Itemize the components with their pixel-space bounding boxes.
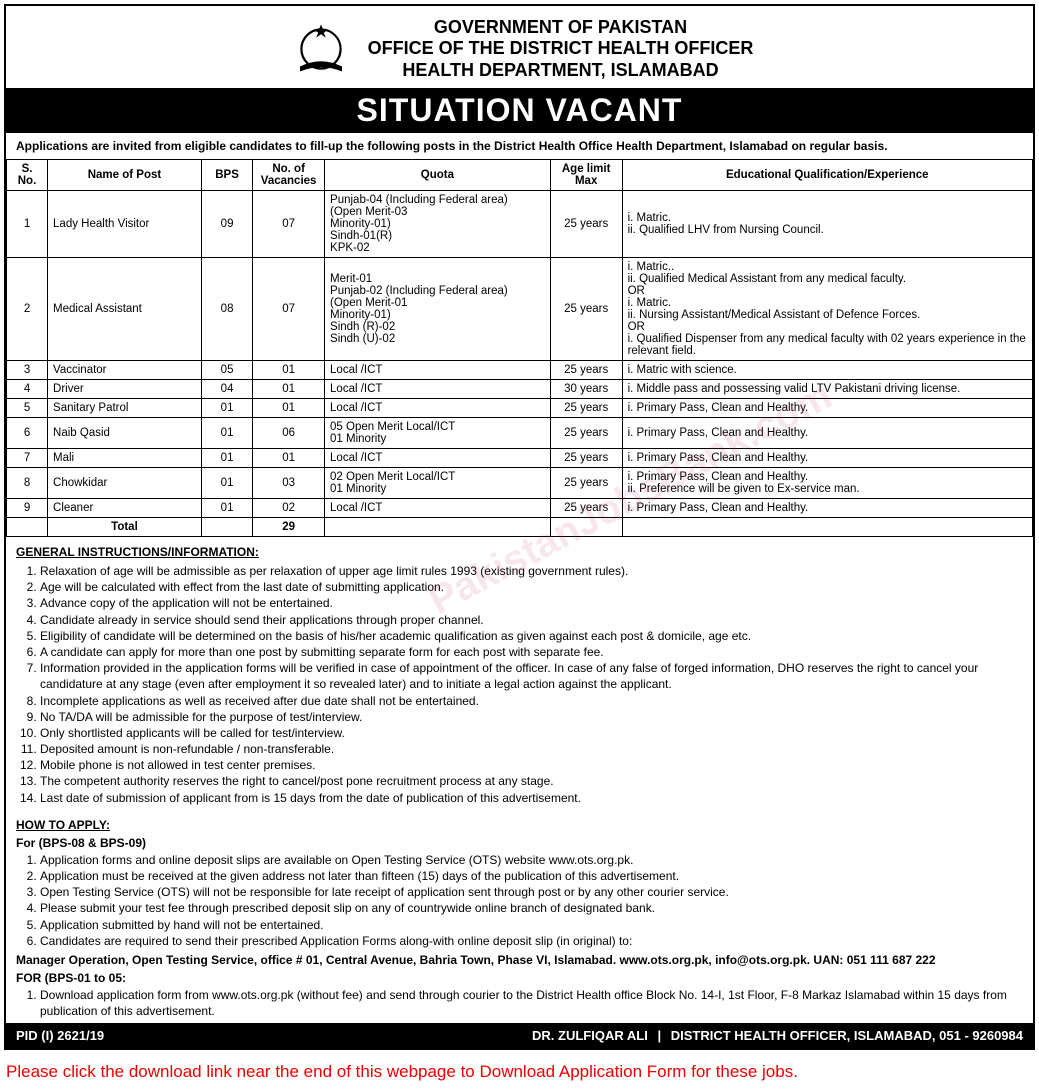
list-item: Advance copy of the application will not…	[40, 595, 1023, 611]
list-item: Deposited amount is non-refundable / non…	[40, 741, 1023, 757]
list-item: Eligibility of candidate will be determi…	[40, 628, 1023, 644]
table-row: 8Chowkidar010302 Open Merit Local/ICT 01…	[7, 468, 1033, 499]
pakistan-emblem-icon	[286, 14, 356, 84]
officer-phone: 051 - 9260984	[939, 1028, 1023, 1043]
apply-b-list: Download application form from www.ots.o…	[40, 987, 1023, 1019]
list-item: A candidate can apply for more than one …	[40, 644, 1023, 660]
list-item: Application must be received at the give…	[40, 868, 1023, 884]
list-item: Age will be calculated with effect from …	[40, 579, 1023, 595]
situation-vacant-banner: SITUATION VACANT	[6, 88, 1033, 133]
header-line-2: OFFICE OF THE DISTRICT HEALTH OFFICER	[368, 38, 754, 60]
list-item: Only shortlisted applicants will be call…	[40, 725, 1023, 741]
advertisement-page: PakistanJobsBank.com GOVERNMENT OF PAKIS…	[4, 4, 1035, 1050]
header-line-1: GOVERNMENT OF PAKISTAN	[368, 17, 754, 39]
officer-title: DISTRICT HEALTH OFFICER, ISLAMABAD,	[671, 1028, 936, 1043]
posts-table: S. No.Name of PostBPSNo. of VacanciesQuo…	[6, 159, 1033, 537]
table-column-header: S. No.	[7, 160, 48, 191]
table-row: 4Driver0401Local /ICT30 yearsi. Middle p…	[7, 380, 1033, 399]
list-item: Last date of submission of applicant fro…	[40, 790, 1023, 806]
table-row: 6Naib Qasid010605 Open Merit Local/ICT 0…	[7, 418, 1033, 449]
separator-icon: |	[657, 1028, 661, 1043]
ots-address: Manager Operation, Open Testing Service,…	[16, 953, 1023, 967]
table-column-header: Quota	[325, 160, 551, 191]
list-item: Please submit your test fee through pres…	[40, 900, 1023, 916]
table-column-header: BPS	[201, 160, 252, 191]
list-item: Mobile phone is not allowed in test cent…	[40, 757, 1023, 773]
total-row: Total29	[7, 518, 1033, 537]
table-row: 9Cleaner0102Local /ICT25 yearsi. Primary…	[7, 499, 1033, 518]
list-item: Application forms and online deposit sli…	[40, 852, 1023, 868]
table-row: 2Medical Assistant0807Merit-01 Punjab-02…	[7, 258, 1033, 361]
header: GOVERNMENT OF PAKISTAN OFFICE OF THE DIS…	[6, 6, 1033, 88]
list-item: Candidate already in service should send…	[40, 612, 1023, 628]
apply-bps-0809-heading: For (BPS-08 & BPS-09)	[16, 836, 1023, 850]
how-to-apply-section: HOW TO APPLY: For (BPS-08 & BPS-09) Appl…	[6, 810, 1033, 1024]
list-item: The competent authority reserves the rig…	[40, 773, 1023, 789]
table-column-header: Age limit Max	[550, 160, 622, 191]
instructions-section: GENERAL INSTRUCTIONS/INFORMATION: Relaxa…	[6, 537, 1033, 810]
list-item: Download application form from www.ots.o…	[40, 987, 1023, 1019]
table-body: 1Lady Health Visitor0907Punjab-04 (Inclu…	[7, 191, 1033, 537]
list-item: Relaxation of age will be admissible as …	[40, 563, 1023, 579]
table-row: 3Vaccinator0501Local /ICT25 yearsi. Matr…	[7, 361, 1033, 380]
table-column-header: No. of Vacancies	[253, 160, 325, 191]
list-item: Information provided in the application …	[40, 660, 1023, 692]
apply-title: HOW TO APPLY:	[16, 818, 1023, 832]
table-column-header: Name of Post	[48, 160, 202, 191]
intro-text: Applications are invited from eligible c…	[6, 133, 1033, 159]
list-item: Incomplete applications as well as recei…	[40, 693, 1023, 709]
table-column-header: Educational Qualification/Experience	[622, 160, 1032, 191]
instructions-list: Relaxation of age will be admissible as …	[40, 563, 1023, 806]
footer-bar: PID (I) 2621/19 DR. ZULFIQAR ALI | DISTR…	[6, 1023, 1033, 1048]
list-item: Candidates are required to send their pr…	[40, 933, 1023, 949]
list-item: No TA/DA will be admissible for the purp…	[40, 709, 1023, 725]
table-row: 5Sanitary Patrol0101Local /ICT25 yearsi.…	[7, 399, 1033, 418]
apply-a-list: Application forms and online deposit sli…	[40, 852, 1023, 949]
apply-bps-0105-heading: FOR (BPS-01 to 05:	[16, 971, 1023, 985]
list-item: Application submitted by hand will not b…	[40, 917, 1023, 933]
download-note: Please click the download link near the …	[0, 1054, 1039, 1090]
header-line-3: HEALTH DEPARTMENT, ISLAMABAD	[368, 60, 754, 82]
pid-number: PID (I) 2621/19	[16, 1028, 104, 1043]
table-header-row: S. No.Name of PostBPSNo. of VacanciesQuo…	[7, 160, 1033, 191]
officer-name: DR. ZULFIQAR ALI	[532, 1028, 648, 1043]
table-row: 7Mali0101Local /ICT25 yearsi. Primary Pa…	[7, 449, 1033, 468]
list-item: Open Testing Service (OTS) will not be r…	[40, 884, 1023, 900]
table-row: 1Lady Health Visitor0907Punjab-04 (Inclu…	[7, 191, 1033, 258]
instructions-title: GENERAL INSTRUCTIONS/INFORMATION:	[16, 545, 1023, 559]
